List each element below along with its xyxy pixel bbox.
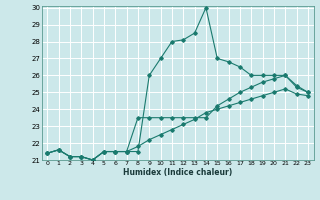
X-axis label: Humidex (Indice chaleur): Humidex (Indice chaleur) (123, 168, 232, 177)
